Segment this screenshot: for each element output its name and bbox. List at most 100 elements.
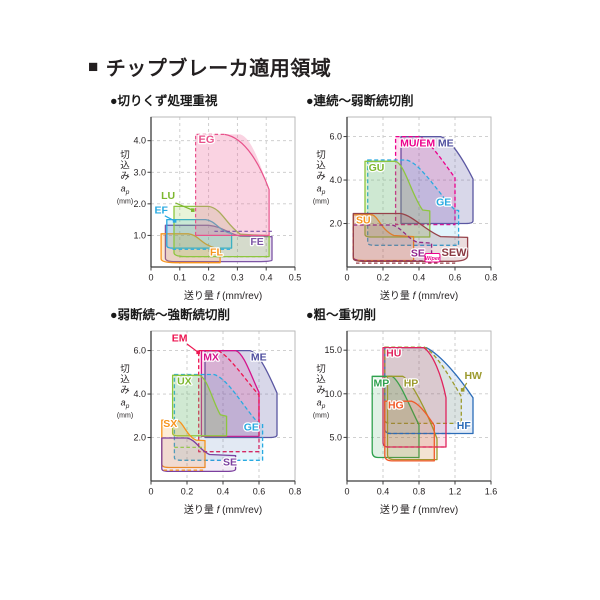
chart-block-rough-heavy: ●粗〜重切削 0 0.4 0.8 1.2 1.6 5.0 10.0 15.0 HU MP HP HG H… xyxy=(306,304,506,517)
y-tick-label: 6.0 xyxy=(133,346,146,356)
x-tick-label: 0 xyxy=(148,273,153,283)
chart-block-chip-control: ●切りくず処理重視 0 0.1 0.2 0.3 0.4 0.5 1.0 2.0 3.0 4.0 EG… xyxy=(110,90,310,303)
leader-dot xyxy=(190,208,195,212)
y-tick-label: 2.0 xyxy=(133,199,146,209)
region-label-SU: SU xyxy=(356,215,371,227)
x-tick-label: 0.4 xyxy=(377,487,390,497)
y-axis-title: 切込み ap (mm) xyxy=(313,364,329,420)
y-axis-title: 切込み ap (mm) xyxy=(117,150,133,206)
y-tick-label: 1.0 xyxy=(133,230,146,240)
region-label-MU/EM: MU/EM xyxy=(400,137,435,149)
region-GE xyxy=(173,373,264,461)
regions xyxy=(352,135,474,264)
region-GE xyxy=(367,159,460,246)
region-label-HF: HF xyxy=(457,420,472,432)
y-tick-label: 5.0 xyxy=(329,432,342,442)
x-tick-label: 0.2 xyxy=(377,273,390,283)
chart-subtitle: ●連続〜弱断続切削 xyxy=(306,94,414,108)
region-HG xyxy=(384,400,435,462)
region-EF xyxy=(166,218,233,249)
svg-text:ap: ap xyxy=(121,184,130,197)
region-label-HU: HU xyxy=(386,347,401,359)
svg-text:ap: ap xyxy=(317,184,326,197)
y-tick-label: 4.0 xyxy=(329,175,342,185)
y-axis-title: 切込み ap (mm) xyxy=(313,150,329,206)
leader-dot xyxy=(196,350,200,355)
chart-continuous-light-interrupted: 0 0.2 0.4 0.6 0.8 2.0 4.0 6.0 MU/EM ME GU GE SU SE SEW… xyxy=(313,116,497,302)
region-EM xyxy=(198,349,260,453)
x-tick-label: 0.8 xyxy=(485,273,498,283)
y-tick-label: 4.0 xyxy=(133,136,146,146)
svg-text:切: 切 xyxy=(316,364,326,375)
region-label-GE: GE xyxy=(244,422,259,434)
region-MU/EM xyxy=(394,135,456,226)
x-tick-label: 0.4 xyxy=(260,273,273,283)
tick-labels: 0 0.2 0.4 0.6 0.8 2.0 4.0 6.0 xyxy=(329,132,497,283)
x-tick-label: 0.5 xyxy=(289,273,302,283)
regions xyxy=(160,133,273,264)
region-label-SE: SE xyxy=(411,248,425,260)
y-tick-label: 4.0 xyxy=(133,389,146,399)
svg-text:込: 込 xyxy=(120,375,130,386)
y-tick-label: 3.0 xyxy=(133,167,146,177)
leader-dot xyxy=(172,219,177,223)
y-axis-title: 切込み ap (mm) xyxy=(117,364,133,420)
y-tick-label: 10.0 xyxy=(324,389,342,399)
x-axis-title: 送り量 f (mm/rev) xyxy=(184,503,262,516)
region-UX xyxy=(171,374,228,437)
chart-subtitle: ●弱断続〜強断続切削 xyxy=(110,308,231,322)
region-ME xyxy=(400,135,474,225)
region-label-MP: MP xyxy=(374,377,390,389)
tick-labels: 0 0.4 0.8 1.2 1.6 5.0 10.0 15.0 xyxy=(324,345,497,496)
region-label-EM: EM xyxy=(172,332,188,344)
region-GU xyxy=(364,160,431,238)
page-title: チップブレーカ適用領域 xyxy=(105,58,332,80)
chart-subtitle: ●切りくず処理重視 xyxy=(110,94,218,108)
region-HW xyxy=(384,346,462,425)
region-SE xyxy=(161,437,237,473)
section-header: ■ チップブレーカ適用領域 xyxy=(88,52,331,81)
region-label-MX: MX xyxy=(203,351,219,363)
region-label-HG: HG xyxy=(388,400,404,412)
region-MP xyxy=(371,375,420,459)
x-axis-title: 送り量 f (mm/rev) xyxy=(380,289,458,302)
svg-text:(mm): (mm) xyxy=(117,199,133,206)
svg-text:み: み xyxy=(120,385,130,396)
x-tick-label: 0 xyxy=(344,273,349,283)
svg-text:切: 切 xyxy=(316,150,326,161)
x-tick-label: 0.6 xyxy=(449,273,462,283)
chart-subtitle: ●粗〜重切削 xyxy=(306,308,377,322)
x-tick-label: 0.6 xyxy=(253,487,266,497)
region-label-SE: SE xyxy=(223,456,237,468)
chart-light-heavy-interrupted: 0 0.2 0.4 0.6 0.8 2.0 4.0 6.0 EM MX ME UX SX GE SE 送り量 … xyxy=(117,330,301,516)
x-tick-label: 0.3 xyxy=(231,273,244,283)
svg-text:込: 込 xyxy=(316,375,326,386)
region-label-EG: EG xyxy=(199,134,215,146)
svg-text:込: 込 xyxy=(120,161,130,172)
section-marker-icon: ■ xyxy=(88,57,99,76)
chart-block-interrupted: ●弱断続〜強断続切削 0 0.2 0.4 0.6 0.8 2.0 4.0 6.0 EM MX ME U… xyxy=(110,304,310,517)
regions xyxy=(161,349,278,473)
region-label-HW: HW xyxy=(464,370,482,382)
tick-labels: 0 0.1 0.2 0.3 0.4 0.5 1.0 2.0 3.0 4.0 xyxy=(133,136,301,283)
svg-text:(mm): (mm) xyxy=(313,413,329,420)
label-leader-line xyxy=(175,202,193,211)
x-tick-label: 0.8 xyxy=(413,487,426,497)
region-label-UX: UX xyxy=(177,375,192,387)
chart-block-continuous: ●連続〜弱断続切削 0 0.2 0.4 0.6 0.8 2.0 4.0 6.0 MU/EM ME G… xyxy=(306,90,506,303)
wiper-badge-label: Wiper xyxy=(425,256,441,262)
svg-text:み: み xyxy=(316,385,326,396)
leader-dot xyxy=(460,388,465,392)
region-SE xyxy=(352,224,433,262)
svg-text:切: 切 xyxy=(120,364,130,375)
region-HP xyxy=(386,375,438,461)
region-label-SEW: SEW xyxy=(442,247,468,259)
region-label-FL: FL xyxy=(210,247,223,259)
svg-text:み: み xyxy=(316,171,326,182)
region-label-ME: ME xyxy=(251,351,267,363)
x-tick-label: 0.4 xyxy=(217,487,230,497)
region-label-HP: HP xyxy=(404,377,419,389)
x-tick-label: 0.4 xyxy=(413,273,426,283)
region-label-SX: SX xyxy=(163,418,177,430)
